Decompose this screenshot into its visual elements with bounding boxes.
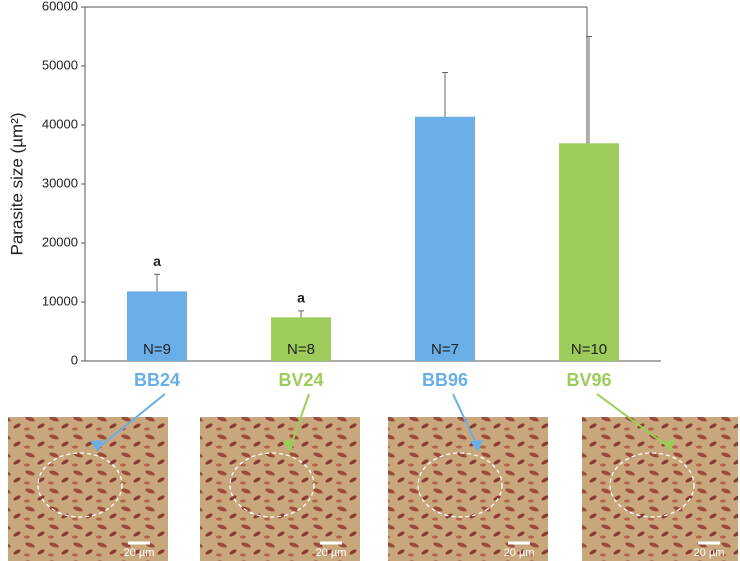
scale-bar-label: 20 µm bbox=[694, 547, 725, 559]
bar bbox=[415, 116, 475, 362]
x-tick-label: BV96 bbox=[566, 370, 611, 390]
scale-bar-label: 20 µm bbox=[504, 547, 535, 559]
bar bbox=[559, 143, 619, 361]
arrow bbox=[596, 393, 671, 449]
y-tick-label: 10000 bbox=[42, 293, 78, 308]
micrograph bbox=[582, 417, 738, 561]
micrograph bbox=[200, 417, 360, 561]
y-axis-label: Parasite size (µm²) bbox=[7, 113, 26, 256]
significance-letter: a bbox=[297, 290, 305, 306]
parasite-outline bbox=[417, 452, 503, 518]
arrow-head bbox=[282, 440, 295, 452]
arrow-head bbox=[662, 440, 675, 452]
arrow bbox=[452, 393, 479, 449]
y-tick-label: 50000 bbox=[42, 57, 78, 72]
scale-bar-label: 20 µm bbox=[316, 547, 347, 559]
y-tick-label: 20000 bbox=[42, 234, 78, 249]
n-label: N=10 bbox=[571, 341, 607, 358]
parasite-outline bbox=[37, 452, 123, 518]
n-label: N=9 bbox=[143, 341, 171, 358]
y-tick-label: 0 bbox=[71, 352, 78, 367]
micrograph bbox=[8, 417, 168, 561]
arrow bbox=[289, 393, 310, 449]
arrow bbox=[97, 393, 166, 449]
parasite-outline bbox=[609, 452, 695, 518]
y-tick-label: 40000 bbox=[42, 116, 78, 131]
bar bbox=[127, 291, 187, 361]
scale-bar-label: 20 µm bbox=[124, 547, 155, 559]
bar bbox=[271, 317, 331, 361]
micrograph bbox=[388, 417, 548, 561]
x-tick-label: BB24 bbox=[134, 370, 180, 390]
x-tick-label: BV24 bbox=[278, 370, 323, 390]
n-label: N=8 bbox=[287, 341, 315, 358]
parasite-outline bbox=[229, 452, 315, 518]
arrow-head bbox=[470, 440, 483, 452]
arrow-head bbox=[90, 440, 103, 452]
y-tick-label: 60000 bbox=[42, 0, 78, 13]
x-tick-label: BB96 bbox=[422, 370, 468, 390]
significance-letter: a bbox=[153, 253, 161, 269]
n-label: N=7 bbox=[431, 341, 459, 358]
y-tick-label: 30000 bbox=[42, 175, 78, 190]
